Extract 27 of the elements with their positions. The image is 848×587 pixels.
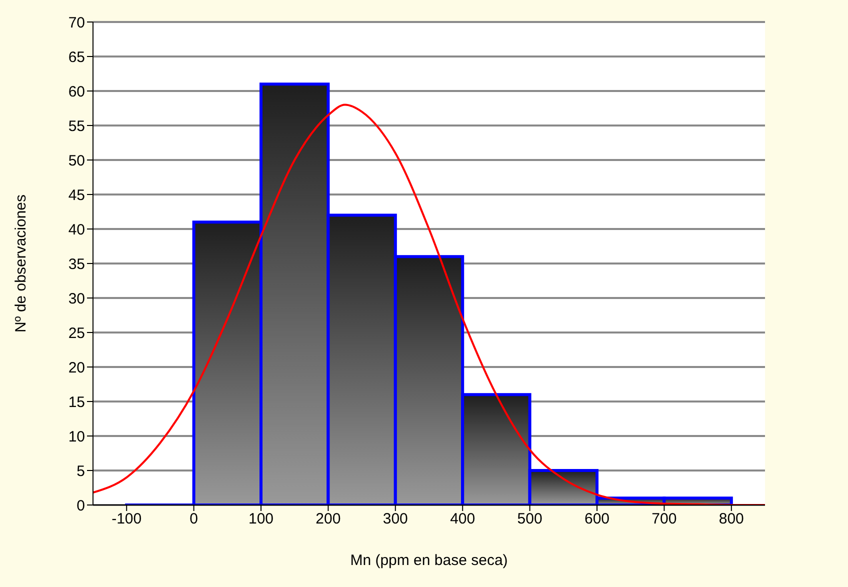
y-tick-label: 20 [68,359,85,376]
y-tick-label: 65 [68,48,85,66]
y-tick-label: 70 [68,14,85,32]
x-tick-label: 100 [248,510,274,528]
x-tick-label: 400 [450,510,476,528]
y-tick-label: 50 [68,152,85,170]
y-tick-label: 40 [68,221,85,238]
x-tick-label: 700 [652,510,677,528]
x-tick-label: 500 [517,510,542,528]
x-tick-label: 300 [382,510,408,528]
y-tick-label: 30 [68,290,85,308]
x-tick-label: 600 [584,510,610,528]
y-tick-label: 55 [68,118,85,135]
x-tick-label: 0 [190,510,198,528]
y-tick-label: 45 [68,186,85,204]
y-tick-label: 15 [68,394,85,411]
x-tick-label: 800 [718,510,744,528]
x-tick-label: 200 [316,510,341,528]
y-tick-label: 60 [68,83,85,100]
y-tick-label: 25 [68,324,85,342]
x-axis-title: Mn (ppm en base seca) [350,552,508,569]
y-tick-label: 10 [68,428,85,446]
y-tick-label: 35 [68,256,85,273]
y-tick-label: 0 [76,497,85,514]
y-tick-label: 5 [76,462,85,480]
y-axis-title: Nº de observaciones [12,194,30,333]
x-tick-label: -100 [112,510,142,528]
